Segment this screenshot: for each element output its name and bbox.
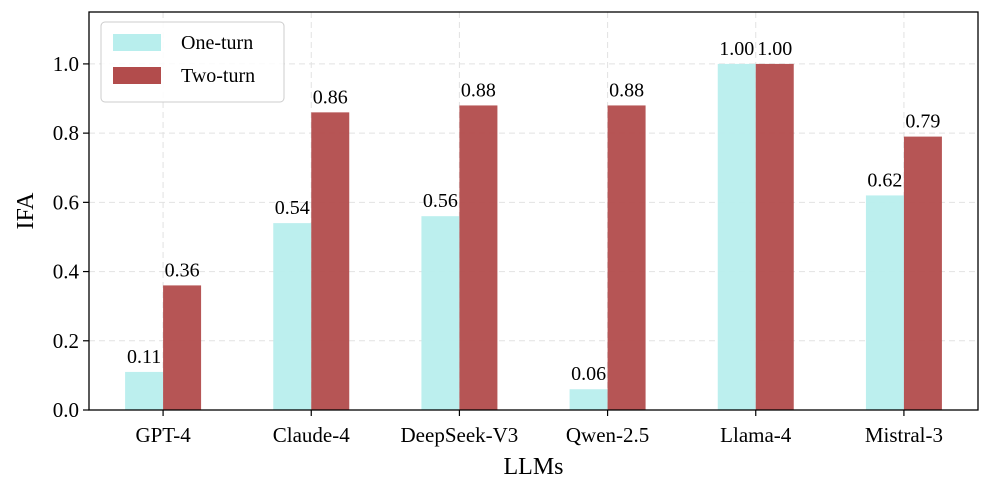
data-label: 0.56 <box>423 190 458 212</box>
bar-two-turn <box>459 105 498 410</box>
bar-one-turn <box>569 389 608 410</box>
legend-swatch-one-turn <box>113 34 161 51</box>
x-tick-label: GPT-4 <box>135 423 191 447</box>
data-label: 0.79 <box>905 111 940 133</box>
bar-one-turn <box>421 216 460 410</box>
legend-label-two-turn: Two-turn <box>181 65 255 87</box>
bar-two-turn <box>755 63 794 410</box>
y-tick-label: 0.2 <box>53 329 79 353</box>
data-label: 0.36 <box>165 259 200 281</box>
data-label: 0.88 <box>461 79 496 101</box>
bar-two-turn <box>903 136 942 410</box>
data-label: 1.00 <box>719 38 754 60</box>
data-labels: 0.11 0.36 0.54 0.86 0.56 0.88 0.06 0.88 1.00 1.00… <box>127 38 940 385</box>
data-label: 1.00 <box>757 38 792 60</box>
y-tick-label: 0.6 <box>53 190 79 214</box>
legend: One-turn Two-turn <box>100 21 285 103</box>
x-tick-label: Claude-4 <box>273 423 350 447</box>
data-label: 0.54 <box>275 197 310 219</box>
bars <box>125 63 942 410</box>
y-tick-label: 1.0 <box>53 52 79 76</box>
x-axis-title: LLMs <box>504 454 564 480</box>
data-label: 0.86 <box>313 86 348 108</box>
x-axis-ticks: GPT-4 Claude-4 DeepSeek-V3 Qwen-2.5 Llama-4 M… <box>135 410 943 447</box>
bar-two-turn <box>163 285 202 410</box>
data-label: 0.06 <box>571 363 606 385</box>
data-label: 0.88 <box>609 79 644 101</box>
x-tick-label: Llama-4 <box>720 423 792 447</box>
x-tick-label: Qwen-2.5 <box>566 423 649 447</box>
y-tick-label: 0.4 <box>53 260 80 284</box>
bar-two-turn <box>311 112 350 410</box>
data-label: 0.11 <box>127 346 161 368</box>
y-axis-title: IFA <box>13 192 39 230</box>
y-tick-label: 0.0 <box>53 398 79 422</box>
bar-one-turn <box>865 195 904 410</box>
plot-frame <box>88 11 979 411</box>
bar-one-turn <box>717 63 756 410</box>
legend-label-one-turn: One-turn <box>181 32 253 54</box>
y-tick-label: 0.8 <box>53 121 79 145</box>
y-axis-ticks: 0.0 0.2 0.4 0.6 0.8 1.0 <box>53 52 89 422</box>
bar-one-turn <box>273 223 312 410</box>
legend-swatch-two-turn <box>113 67 161 84</box>
x-tick-label: DeepSeek-V3 <box>401 423 519 447</box>
x-tick-label: Mistral-3 <box>865 423 943 447</box>
data-label: 0.62 <box>867 169 902 191</box>
bar-two-turn <box>607 105 646 410</box>
bar-one-turn <box>125 371 164 410</box>
